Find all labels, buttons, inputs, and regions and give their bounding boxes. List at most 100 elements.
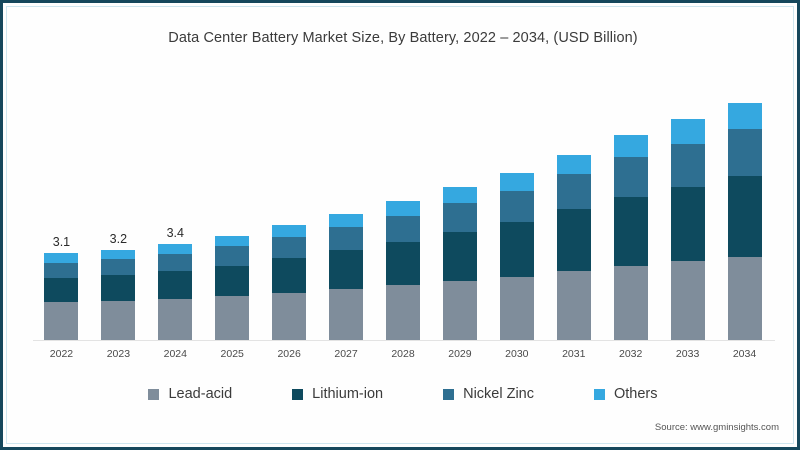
bar-column bbox=[215, 236, 250, 340]
bar-segment bbox=[329, 213, 364, 228]
bar-segment bbox=[556, 154, 591, 175]
bar-column: 3.1 bbox=[44, 235, 79, 340]
legend-swatch-icon bbox=[292, 388, 304, 400]
legend-label: Others bbox=[614, 386, 658, 402]
chart-legend: Lead-acid Lithium-ion Nickel Zinc Others bbox=[3, 386, 800, 402]
bar-segment bbox=[670, 119, 705, 145]
bar-column bbox=[499, 172, 534, 340]
bar-segment bbox=[613, 134, 648, 158]
bar-column bbox=[386, 200, 420, 340]
bar-segment bbox=[727, 102, 762, 130]
x-axis-tick: 2024 bbox=[163, 348, 187, 360]
legend-item[interactable]: Lead-acid bbox=[148, 386, 232, 402]
bar-column bbox=[442, 186, 477, 340]
bar-segment bbox=[215, 265, 250, 297]
x-axis-tick: 2023 bbox=[106, 348, 131, 360]
source-attribution: Source: www.gminsights.com bbox=[654, 422, 779, 433]
bar-segment bbox=[272, 292, 307, 340]
legend-item[interactable]: Lithium-ion bbox=[292, 386, 383, 402]
bar-column bbox=[329, 213, 364, 340]
bar-segment bbox=[442, 231, 477, 281]
bar-segment bbox=[158, 299, 193, 340]
bar-segment bbox=[101, 275, 136, 302]
bar-segment bbox=[101, 301, 136, 340]
legend-label: Lithium-ion bbox=[312, 386, 384, 402]
bar-value-label: 3.1 bbox=[52, 234, 71, 249]
bar-segment bbox=[727, 129, 762, 176]
bar-segment bbox=[386, 215, 420, 242]
x-axis-tick: 2032 bbox=[619, 348, 643, 360]
bar-column bbox=[556, 154, 591, 340]
bar-segment bbox=[499, 172, 534, 191]
x-axis-tick-labels: 2022 2023 2024 2025 2026 2027 2028 2029 2030 2031… bbox=[33, 344, 773, 366]
bar-segment bbox=[329, 250, 364, 290]
bar-segment bbox=[101, 259, 136, 276]
bar-segment bbox=[499, 221, 534, 277]
bar-segment bbox=[556, 271, 591, 340]
legend-swatch-icon bbox=[443, 388, 455, 400]
legend-label: Nickel Zinc bbox=[463, 386, 534, 402]
legend-swatch-icon bbox=[594, 388, 605, 400]
bar-segment bbox=[442, 186, 477, 204]
bar-segment bbox=[329, 289, 364, 340]
x-axis-tick: 2034 bbox=[732, 348, 757, 360]
x-axis-tick: 2028 bbox=[391, 348, 415, 360]
legend-item[interactable]: Others bbox=[594, 386, 658, 402]
bar-column bbox=[272, 224, 307, 340]
legend-label: Lead-acid bbox=[168, 386, 233, 402]
bar-column: 3.2 bbox=[101, 232, 136, 340]
bar-column bbox=[613, 134, 648, 340]
legend-item[interactable]: Nickel Zinc bbox=[443, 386, 534, 402]
bar-segment bbox=[386, 241, 420, 286]
x-axis-tick: 2031 bbox=[562, 348, 586, 360]
bar-segment bbox=[272, 224, 307, 237]
bar-segment bbox=[442, 280, 477, 340]
bar-segment bbox=[613, 196, 648, 266]
bar-segment bbox=[101, 250, 136, 260]
bar-segment bbox=[499, 276, 534, 340]
bar-segment bbox=[386, 285, 420, 340]
x-axis-tick: 2030 bbox=[505, 348, 529, 360]
bar-value-label: 3.4 bbox=[166, 226, 184, 241]
bar-segment bbox=[329, 227, 364, 251]
x-axis-tick: 2029 bbox=[448, 348, 472, 360]
bar-value-label: 3.2 bbox=[109, 232, 128, 247]
bar-segment bbox=[215, 296, 250, 340]
x-axis-tick: 2026 bbox=[277, 348, 301, 360]
bar-segment bbox=[215, 236, 250, 247]
x-axis-tick: 2022 bbox=[49, 348, 74, 360]
bar-segment bbox=[613, 265, 648, 340]
bar-segment bbox=[44, 302, 79, 340]
bar-segment bbox=[670, 186, 705, 262]
bar-column bbox=[727, 102, 762, 340]
bar-segment bbox=[158, 253, 193, 272]
bar-segment bbox=[272, 257, 307, 293]
page-title: Data Center Battery Market Size, By Batt… bbox=[168, 30, 638, 46]
bar-segment bbox=[442, 203, 477, 232]
x-axis-tick: 2033 bbox=[675, 348, 700, 360]
plot-area: 3.1 3.2 3.4 bbox=[33, 73, 773, 340]
bar-segment bbox=[727, 175, 762, 258]
bar-segment bbox=[613, 157, 648, 197]
bar-segment bbox=[215, 246, 250, 266]
x-axis-tick: 2027 bbox=[334, 348, 358, 360]
bar-segment bbox=[727, 257, 762, 340]
bar-segment bbox=[158, 271, 193, 300]
x-axis-line bbox=[33, 340, 775, 341]
bar-column bbox=[670, 119, 705, 340]
bar-segment bbox=[44, 252, 79, 263]
bar-segment bbox=[670, 144, 705, 187]
bar-column: 3.4 bbox=[158, 226, 193, 340]
bar-segment bbox=[556, 174, 591, 210]
legend-swatch-icon bbox=[148, 388, 160, 400]
bar-segment bbox=[44, 278, 79, 303]
bar-segment bbox=[499, 190, 534, 222]
bar-segment bbox=[44, 262, 79, 279]
bar-segment bbox=[158, 244, 193, 254]
bar-segment bbox=[272, 236, 307, 258]
x-axis-tick: 2025 bbox=[220, 348, 244, 360]
bar-segment bbox=[556, 209, 591, 272]
bar-segment bbox=[386, 200, 420, 216]
bar-segment bbox=[670, 261, 705, 340]
